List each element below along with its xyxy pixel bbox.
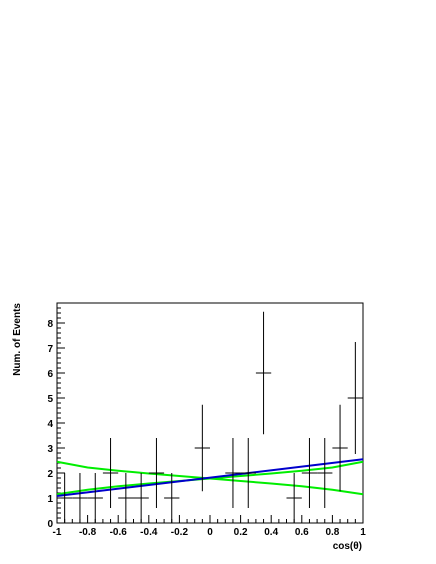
data-point <box>72 473 88 523</box>
x-tick-label: -1 <box>53 527 62 538</box>
x-tick-label: 0.4 <box>264 527 278 538</box>
fit-line <box>56 458 364 497</box>
y-tick-label: 2 <box>47 469 53 480</box>
y-tick-label: 3 <box>47 444 53 455</box>
x-tick-label: -0.4 <box>140 527 158 538</box>
x-tick-label: 0.6 <box>295 527 309 538</box>
data-point <box>347 342 363 454</box>
y-tick-label: 8 <box>47 319 53 330</box>
fit-line-group <box>56 458 364 497</box>
data-point <box>133 473 149 523</box>
y-tick-label: 4 <box>47 419 53 430</box>
data-point <box>164 473 180 523</box>
x-tick-label: -0.6 <box>110 527 128 538</box>
y-tick-label: 5 <box>47 394 53 405</box>
y-tick-label: 1 <box>47 494 53 505</box>
x-tick-label: 0.8 <box>325 527 339 538</box>
y-tick-label: 0 <box>47 519 53 530</box>
data-point <box>286 473 302 523</box>
data-point <box>240 438 256 508</box>
x-tick-label: 0 <box>207 527 213 538</box>
data-point <box>57 473 73 523</box>
data-point <box>102 438 119 508</box>
y-axis: 0 1 2 3 4 5 6 7 8 <box>47 302 65 530</box>
y-tick-label: 7 <box>47 344 53 355</box>
data-point <box>194 404 210 492</box>
data-point <box>317 438 333 508</box>
data-point <box>225 438 241 508</box>
x-tick-label: 0.2 <box>234 527 248 538</box>
x-axis-title: cos(θ) <box>333 541 362 552</box>
data-point <box>148 438 165 508</box>
data-point <box>118 473 134 523</box>
x-tick-label: -0.8 <box>79 527 97 538</box>
data-points <box>57 311 363 523</box>
y-tick-label: 6 <box>47 369 53 380</box>
data-point <box>255 311 272 435</box>
x-tick-label: -0.2 <box>171 527 189 538</box>
data-point <box>301 438 318 508</box>
y-axis-title: Num. of Events <box>12 303 23 376</box>
x-axis: -1 -0.8 -0.6 -0.4 -0.2 0 0.2 0.4 0.6 0.8 1 <box>53 515 366 538</box>
x-tick-label: 1 <box>360 527 366 538</box>
data-point <box>332 404 348 492</box>
data-point <box>87 473 103 523</box>
